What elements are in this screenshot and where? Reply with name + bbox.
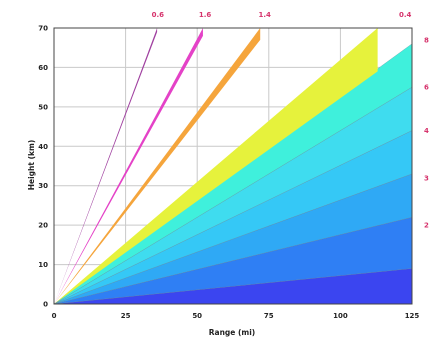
y-tick-label: 60 <box>38 64 48 72</box>
y-tick-label: 70 <box>38 25 48 33</box>
x-tick-label: 125 <box>405 312 420 320</box>
x-tick-label: 100 <box>333 312 348 320</box>
side-label: 4 <box>424 127 429 135</box>
x-tick-label: 50 <box>192 312 202 320</box>
x-axis-title: Range (mi) <box>209 328 255 337</box>
band-area-8 <box>54 28 203 304</box>
side-label: 8 <box>424 36 429 44</box>
y-tick-label: 50 <box>38 103 48 111</box>
plot-frame <box>53 27 413 305</box>
y-tick-label: 0 <box>43 301 48 309</box>
side-label: 2 <box>424 222 429 230</box>
band-label: 1.4 <box>259 11 272 19</box>
x-tick-label: 75 <box>264 312 274 320</box>
x-tick-label: 0 <box>52 312 57 320</box>
x-tick-labels: 0 25 50 75 100 125 <box>52 312 420 320</box>
band-label: 0.6 <box>152 11 165 19</box>
y-tick-label: 30 <box>38 182 48 190</box>
y-tick-label: 20 <box>38 222 48 230</box>
band-label: 1.6 <box>199 11 212 19</box>
band-areas <box>54 28 412 304</box>
band-area-7 <box>54 28 261 304</box>
y-tick-label: 10 <box>38 261 48 269</box>
band-label: 0.4 <box>399 11 412 19</box>
side-label: 3 <box>424 174 429 182</box>
band-area-6 <box>54 28 378 304</box>
y-axis-title: Height (km) <box>27 140 36 191</box>
x-tick-label: 25 <box>121 312 131 320</box>
band-labels: 0.4 1.4 1.6 0.6 <box>152 11 412 19</box>
side-labels: 8 6 4 3 2 <box>424 36 429 229</box>
y-tick-label: 40 <box>38 143 48 151</box>
side-label: 6 <box>424 84 429 92</box>
y-tick-labels: 0 10 20 30 40 50 60 70 <box>38 25 48 309</box>
band-area-9 <box>54 28 158 304</box>
